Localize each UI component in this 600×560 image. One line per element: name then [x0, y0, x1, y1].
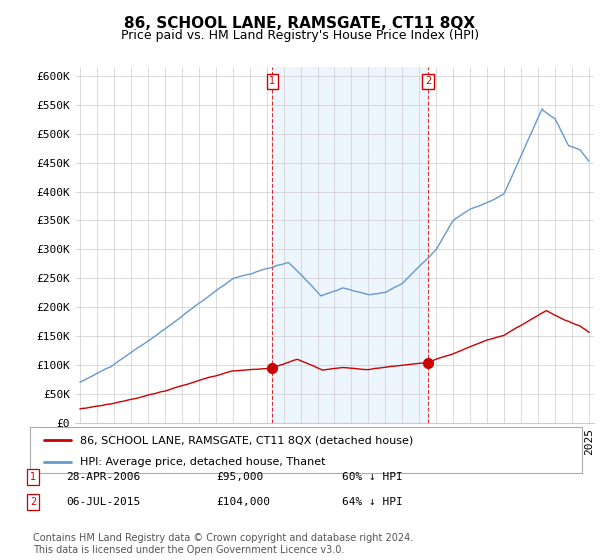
Text: 64% ↓ HPI: 64% ↓ HPI — [342, 497, 403, 507]
Text: £104,000: £104,000 — [216, 497, 270, 507]
Text: HPI: Average price, detached house, Thanet: HPI: Average price, detached house, Than… — [80, 457, 325, 466]
Text: Price paid vs. HM Land Registry's House Price Index (HPI): Price paid vs. HM Land Registry's House … — [121, 29, 479, 42]
Text: 2: 2 — [30, 497, 36, 507]
Text: 1: 1 — [30, 472, 36, 482]
Text: Contains HM Land Registry data © Crown copyright and database right 2024.
This d: Contains HM Land Registry data © Crown c… — [33, 533, 413, 555]
Text: 06-JUL-2015: 06-JUL-2015 — [66, 497, 140, 507]
Text: 86, SCHOOL LANE, RAMSGATE, CT11 8QX: 86, SCHOOL LANE, RAMSGATE, CT11 8QX — [124, 16, 476, 31]
Text: £95,000: £95,000 — [216, 472, 263, 482]
Text: 28-APR-2006: 28-APR-2006 — [66, 472, 140, 482]
Text: 86, SCHOOL LANE, RAMSGATE, CT11 8QX (detached house): 86, SCHOOL LANE, RAMSGATE, CT11 8QX (det… — [80, 435, 413, 445]
Text: 60% ↓ HPI: 60% ↓ HPI — [342, 472, 403, 482]
Bar — [272, 67, 428, 423]
Text: 1: 1 — [269, 76, 275, 86]
Text: 2: 2 — [425, 76, 431, 86]
